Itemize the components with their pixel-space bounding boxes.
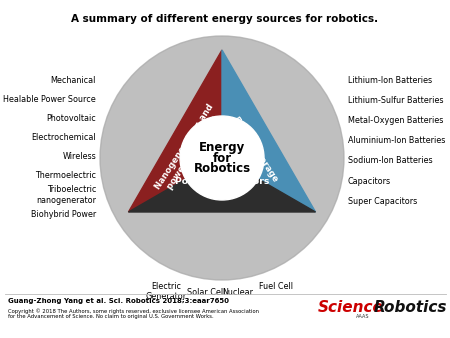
Text: Electrochemical: Electrochemical [32, 133, 96, 142]
Text: Super Capacitors: Super Capacitors [348, 197, 417, 206]
Polygon shape [222, 50, 315, 212]
Text: Copyright © 2018 The Authors, some rights reserved, exclusive licensee American : Copyright © 2018 The Authors, some right… [8, 308, 259, 319]
Text: Photovoltaic: Photovoltaic [46, 114, 96, 123]
Text: Lithium-Sulfur Batteries: Lithium-Sulfur Batteries [348, 96, 444, 105]
Text: Lithium-Ion Batteries: Lithium-Ion Batteries [348, 76, 432, 85]
Text: Fuel Cell: Fuel Cell [259, 282, 293, 291]
Text: Robotics: Robotics [374, 300, 447, 315]
Circle shape [180, 116, 264, 200]
Polygon shape [128, 50, 222, 212]
Text: Science: Science [318, 300, 384, 315]
Text: Energy: Energy [199, 141, 245, 153]
Circle shape [100, 36, 344, 280]
Text: Healable Power Source: Healable Power Source [3, 95, 96, 104]
Text: Solar Cell: Solar Cell [187, 288, 225, 297]
Text: Triboelectric
nanogenerator: Triboelectric nanogenerator [36, 185, 96, 205]
Text: Nuclear: Nuclear [223, 288, 254, 297]
Text: Biohybrid Power: Biohybrid Power [31, 210, 96, 219]
Text: AAAS: AAAS [356, 314, 369, 319]
Text: Aluminium-Ion Batteries: Aluminium-Ion Batteries [348, 136, 446, 145]
Text: Guang-Zhong Yang et al. Sci. Robotics 2018;3:eaar7650: Guang-Zhong Yang et al. Sci. Robotics 20… [8, 298, 229, 304]
Polygon shape [128, 158, 315, 212]
Text: Electric
Generator: Electric Generator [145, 282, 186, 301]
Text: Metal-Oxygen Batteries: Metal-Oxygen Batteries [348, 116, 443, 125]
Text: Thermoelectric: Thermoelectric [35, 171, 96, 180]
Text: A summary of different energy sources for robotics.: A summary of different energy sources fo… [72, 14, 378, 24]
Text: Energy Storage: Energy Storage [231, 115, 280, 184]
Text: Power Generators: Power Generators [175, 176, 269, 186]
Text: Capacitors: Capacitors [348, 176, 391, 186]
Text: Wireless: Wireless [62, 152, 96, 161]
Text: Sodium-Ion Batteries: Sodium-Ion Batteries [348, 156, 432, 165]
Text: Robotics: Robotics [194, 163, 251, 175]
Text: Nanogenerators and
power harvesting: Nanogenerators and power harvesting [153, 102, 224, 197]
Text: for: for [212, 151, 232, 165]
Text: Mechanical: Mechanical [50, 76, 96, 85]
